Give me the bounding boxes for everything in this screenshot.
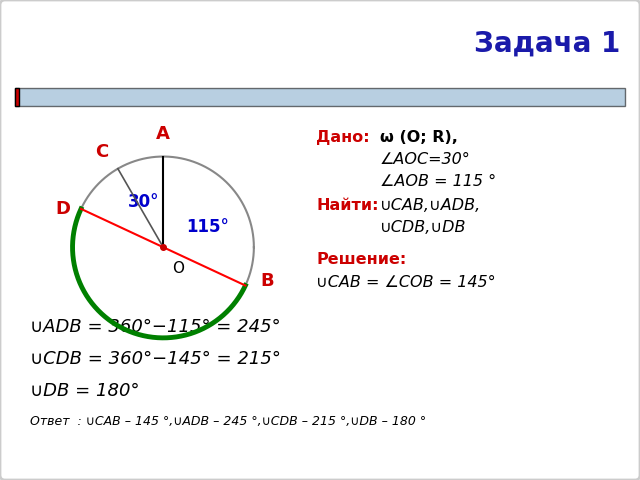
Text: ∪CDB,∪DB: ∪CDB,∪DB xyxy=(380,220,467,235)
Text: Задача 1: Задача 1 xyxy=(474,30,620,58)
Text: ∪CAB,∪ADB,: ∪CAB,∪ADB, xyxy=(380,198,481,213)
Text: Дано:: Дано: xyxy=(316,130,370,145)
FancyBboxPatch shape xyxy=(15,88,19,106)
Text: ω (O; R),: ω (O; R), xyxy=(380,130,458,145)
Text: ∪CDB = 360°−145° = 215°: ∪CDB = 360°−145° = 215° xyxy=(30,350,281,368)
Text: Решение:: Решение: xyxy=(316,252,406,267)
Text: Ответ  : ∪CAB – 145 °,∪ADB – 245 °,∪CDB – 215 °,∪DB – 180 °: Ответ : ∪CAB – 145 °,∪ADB – 245 °,∪CDB –… xyxy=(30,415,426,428)
Text: C: C xyxy=(95,144,109,161)
Text: ∪ADB = 360°−115° = 245°: ∪ADB = 360°−115° = 245° xyxy=(30,318,280,336)
Text: O: O xyxy=(172,261,184,276)
Text: ∪DB = 180°: ∪DB = 180° xyxy=(30,382,140,400)
Text: A: A xyxy=(156,125,170,143)
Text: ∠AOC=30°: ∠AOC=30° xyxy=(380,152,471,167)
Text: 115°: 115° xyxy=(186,218,228,236)
Text: D: D xyxy=(55,200,70,218)
Text: Найти:: Найти: xyxy=(316,198,378,213)
Text: ∪CAB = ∠COB = 145°: ∪CAB = ∠COB = 145° xyxy=(316,275,495,290)
Text: B: B xyxy=(260,272,273,290)
FancyBboxPatch shape xyxy=(15,88,625,106)
Text: ∠AOB = 115 °: ∠AOB = 115 ° xyxy=(380,174,496,189)
Text: 30°: 30° xyxy=(127,193,159,211)
